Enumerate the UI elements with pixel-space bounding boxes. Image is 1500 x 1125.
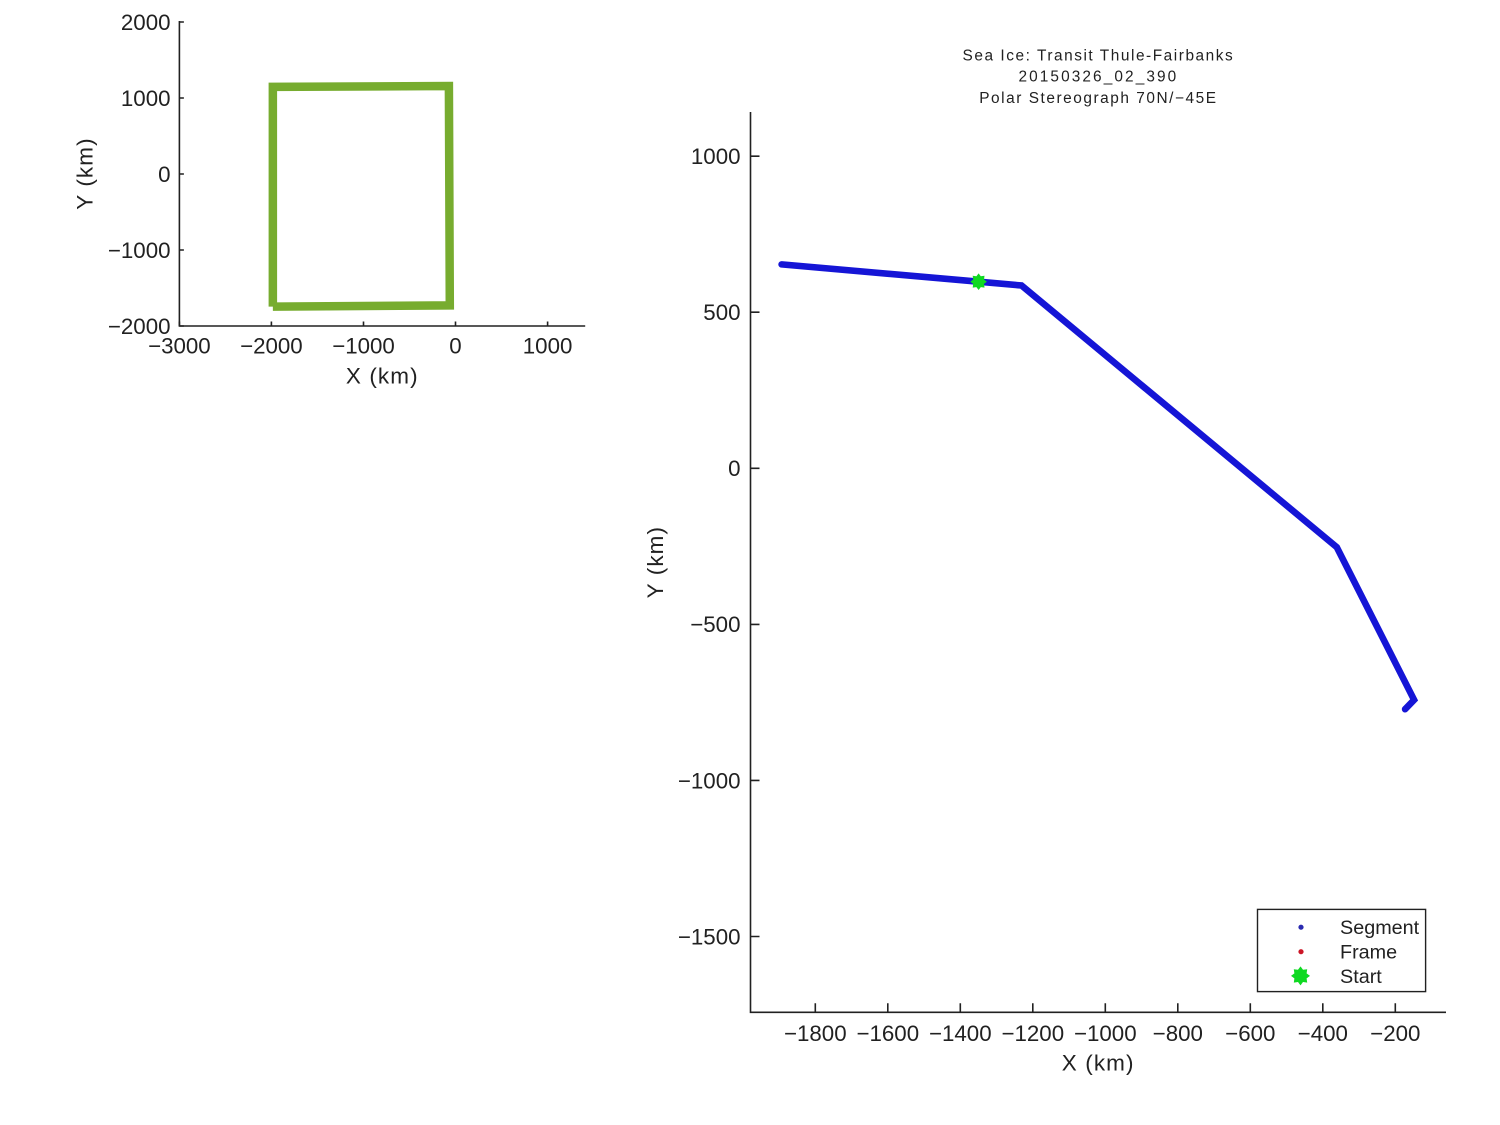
svg-text:Polar Stereograph 70N/−45E: Polar Stereograph 70N/−45E [979, 90, 1217, 107]
svg-text:−600: −600 [1225, 1021, 1275, 1046]
svg-text:1000: 1000 [121, 86, 171, 111]
svg-text:−1000: −1000 [108, 238, 171, 263]
svg-text:0: 0 [449, 334, 461, 359]
svg-text:−1000: −1000 [332, 334, 395, 359]
svg-text:0: 0 [728, 456, 740, 481]
svg-text:500: 500 [703, 300, 740, 325]
svg-text:X (km): X (km) [346, 363, 419, 388]
svg-text:−1200: −1200 [1001, 1021, 1064, 1046]
svg-text:1000: 1000 [523, 334, 573, 359]
svg-text:−1000: −1000 [678, 768, 741, 793]
svg-text:Y (km): Y (km) [643, 526, 668, 598]
svg-text:−400: −400 [1298, 1021, 1348, 1046]
svg-text:−3000: −3000 [148, 334, 211, 359]
svg-text:−1500: −1500 [678, 924, 741, 949]
svg-text:Start: Start [1340, 966, 1382, 988]
svg-text:X (km): X (km) [1062, 1051, 1135, 1076]
svg-text:Y (km): Y (km) [73, 137, 98, 209]
svg-text:−1000: −1000 [1074, 1021, 1137, 1046]
svg-text:20150326_02_390: 20150326_02_390 [1018, 69, 1178, 86]
svg-text:−2000: −2000 [240, 334, 303, 359]
svg-text:2000: 2000 [121, 10, 171, 35]
svg-text:Segment: Segment [1340, 917, 1420, 939]
svg-text:−500: −500 [690, 612, 740, 637]
svg-text:−2000: −2000 [108, 314, 171, 339]
svg-text:−1600: −1600 [856, 1021, 919, 1046]
svg-text:−1400: −1400 [929, 1021, 992, 1046]
svg-text:Sea Ice: Transit Thule-Fairban: Sea Ice: Transit Thule-Fairbanks [963, 48, 1235, 65]
svg-text:−1800: −1800 [784, 1021, 847, 1046]
svg-text:−800: −800 [1153, 1021, 1203, 1046]
svg-text:Frame: Frame [1340, 942, 1397, 964]
svg-text:1000: 1000 [691, 144, 741, 169]
svg-text:−200: −200 [1370, 1021, 1420, 1046]
svg-text:0: 0 [158, 162, 170, 187]
